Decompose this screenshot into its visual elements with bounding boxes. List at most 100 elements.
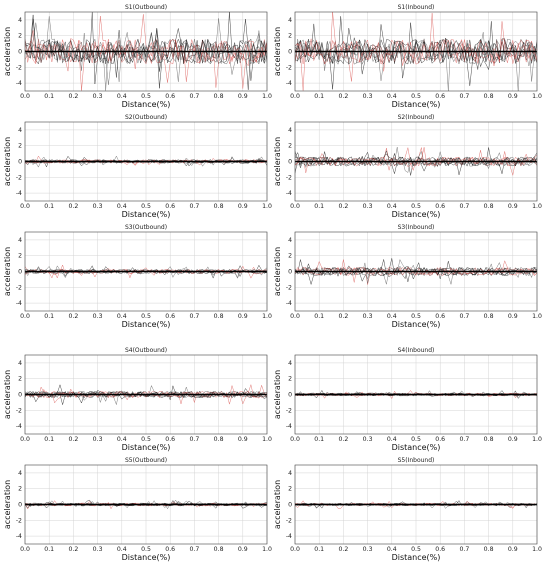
x-tick-label: 0.6 — [165, 203, 175, 210]
x-axis-label: Distance(%) — [122, 320, 171, 329]
x-tick-label: 0.2 — [68, 313, 78, 320]
x-tick-label: 0.1 — [44, 203, 54, 210]
panel-10: S5(Inbound) 0.0 0.1 0.2 0.3 0.4 0.5 0.6 0.7 0.8 0.… — [273, 457, 542, 562]
series-trace — [25, 14, 267, 90]
y-tick-label: 2 — [288, 33, 292, 40]
x-tick-label: 0.1 — [314, 313, 324, 320]
x-tick-label: 0.2 — [68, 93, 78, 100]
x-tick-label: 0.0 — [20, 546, 30, 553]
x-tick-label: 1.0 — [532, 203, 542, 210]
x-tick-label: 0.0 — [290, 203, 300, 210]
x-tick-label: 0.5 — [411, 313, 421, 320]
traces — [295, 389, 537, 400]
panel-title: S5(Outbound) — [125, 457, 167, 464]
x-tick-label: 0.4 — [387, 546, 397, 553]
x-tick-label: 0.3 — [363, 93, 373, 100]
x-tick-label: 0.8 — [214, 93, 224, 100]
x-axis-label: Distance(%) — [392, 100, 441, 109]
y-tick-label: 0 — [288, 502, 292, 509]
x-tick-label: 0.4 — [117, 203, 127, 210]
x-tick-label: 1.0 — [532, 93, 542, 100]
x-tick-label: 0.7 — [459, 546, 469, 553]
x-tick-label: 0.5 — [411, 93, 421, 100]
traces — [295, 147, 537, 176]
series-trace — [295, 32, 537, 91]
x-tick-label: 0.2 — [68, 203, 78, 210]
x-tick-label: 0.9 — [508, 93, 518, 100]
panel-3: S2(Outbound) 0.0 0.1 0.2 0.3 0.4 0.5 0.6 0.7 0.8 0… — [3, 114, 272, 219]
x-tick-label: 0.4 — [117, 436, 127, 443]
x-tick-label: 0.2 — [338, 93, 348, 100]
x-tick-label: 0.8 — [214, 203, 224, 210]
x-tick-label: 1.0 — [262, 203, 272, 210]
x-tick-label: 0.4 — [387, 203, 397, 210]
x-tick-label: 0.3 — [363, 313, 373, 320]
x-tick-label: 0.9 — [238, 203, 248, 210]
x-axis-label: Distance(%) — [122, 553, 171, 562]
panel-7: S4(Outbound) 0.0 0.1 0.2 0.3 0.4 0.5 0.6 0.7 0.8 0… — [3, 347, 272, 452]
y-axis-label: acceleration — [273, 480, 282, 529]
x-tick-label: 0.4 — [117, 313, 127, 320]
y-tick-label: -4 — [16, 423, 22, 430]
y-tick-label: -2 — [16, 174, 22, 181]
y-tick-label: -4 — [286, 300, 292, 307]
x-tick-label: 0.5 — [411, 436, 421, 443]
x-tick-label: 0.6 — [165, 313, 175, 320]
x-tick-label: 0.4 — [117, 93, 127, 100]
x-tick-label: 0.0 — [290, 93, 300, 100]
plot-frame — [294, 231, 538, 312]
x-tick-label: 0.3 — [363, 203, 373, 210]
x-tick-label: 1.0 — [262, 93, 272, 100]
x-tick-label: 0.0 — [20, 436, 30, 443]
x-tick-label: 0.9 — [508, 546, 518, 553]
x-tick-label: 0.0 — [290, 546, 300, 553]
y-tick-label: 4 — [288, 17, 292, 24]
y-axis-label: acceleration — [3, 27, 12, 76]
panel-title: S2(Inbound) — [398, 114, 435, 121]
y-tick-label: 2 — [18, 143, 22, 150]
y-tick-label: 0 — [18, 49, 22, 56]
panel-title: S5(Inbound) — [398, 457, 435, 464]
x-tick-label: 0.2 — [338, 436, 348, 443]
x-tick-label: 1.0 — [262, 546, 272, 553]
y-tick-label: 0 — [288, 269, 292, 276]
y-tick-label: -2 — [286, 284, 292, 291]
x-tick-label: 1.0 — [532, 313, 542, 320]
x-tick-label: 0.9 — [508, 436, 518, 443]
y-tick-label: 4 — [288, 237, 292, 244]
plot-frame — [24, 231, 268, 312]
traces — [25, 264, 267, 279]
y-tick-label: 2 — [288, 486, 292, 493]
panel-4: S2(Inbound) 0.0 0.1 0.2 0.3 0.4 0.5 0.6 0.7 0.8 0.… — [273, 114, 542, 219]
y-tick-label: -4 — [286, 423, 292, 430]
y-axis-label: acceleration — [273, 137, 282, 186]
x-tick-label: 0.4 — [117, 546, 127, 553]
x-axis-label: Distance(%) — [392, 443, 441, 452]
panel-title: S3(Inbound) — [398, 224, 435, 231]
x-tick-label: 0.6 — [435, 436, 445, 443]
x-axis-label: Distance(%) — [392, 210, 441, 219]
y-axis-label: acceleration — [3, 247, 12, 296]
plot-frame — [24, 11, 268, 92]
panel-6: S3(Inbound) 0.0 0.1 0.2 0.3 0.4 0.5 0.6 0.7 0.8 0.… — [273, 224, 542, 329]
x-axis-label: Distance(%) — [392, 553, 441, 562]
x-tick-label: 0.6 — [435, 313, 445, 320]
panel-9: S5(Outbound) 0.0 0.1 0.2 0.3 0.4 0.5 0.6 0.7 0.8 0… — [3, 457, 272, 562]
panel-1: S1(Outbound) 0.0 0.1 0.2 0.3 0.4 0.5 0.6 0.7 0.8 0… — [3, 4, 272, 109]
x-axis-label: Distance(%) — [392, 320, 441, 329]
plot-frame — [24, 121, 268, 202]
x-tick-label: 0.3 — [93, 93, 103, 100]
x-tick-label: 0.7 — [459, 93, 469, 100]
x-tick-label: 0.2 — [68, 436, 78, 443]
x-tick-label: 0.1 — [44, 436, 54, 443]
y-tick-label: -4 — [16, 533, 22, 540]
traces — [295, 12, 537, 91]
x-tick-label: 0.9 — [238, 93, 248, 100]
series-trace — [295, 38, 537, 91]
series-trace — [25, 16, 267, 91]
y-tick-label: 4 — [288, 360, 292, 367]
y-tick-label: -4 — [16, 80, 22, 87]
x-tick-label: 0.9 — [508, 313, 518, 320]
x-tick-label: 0.7 — [189, 93, 199, 100]
